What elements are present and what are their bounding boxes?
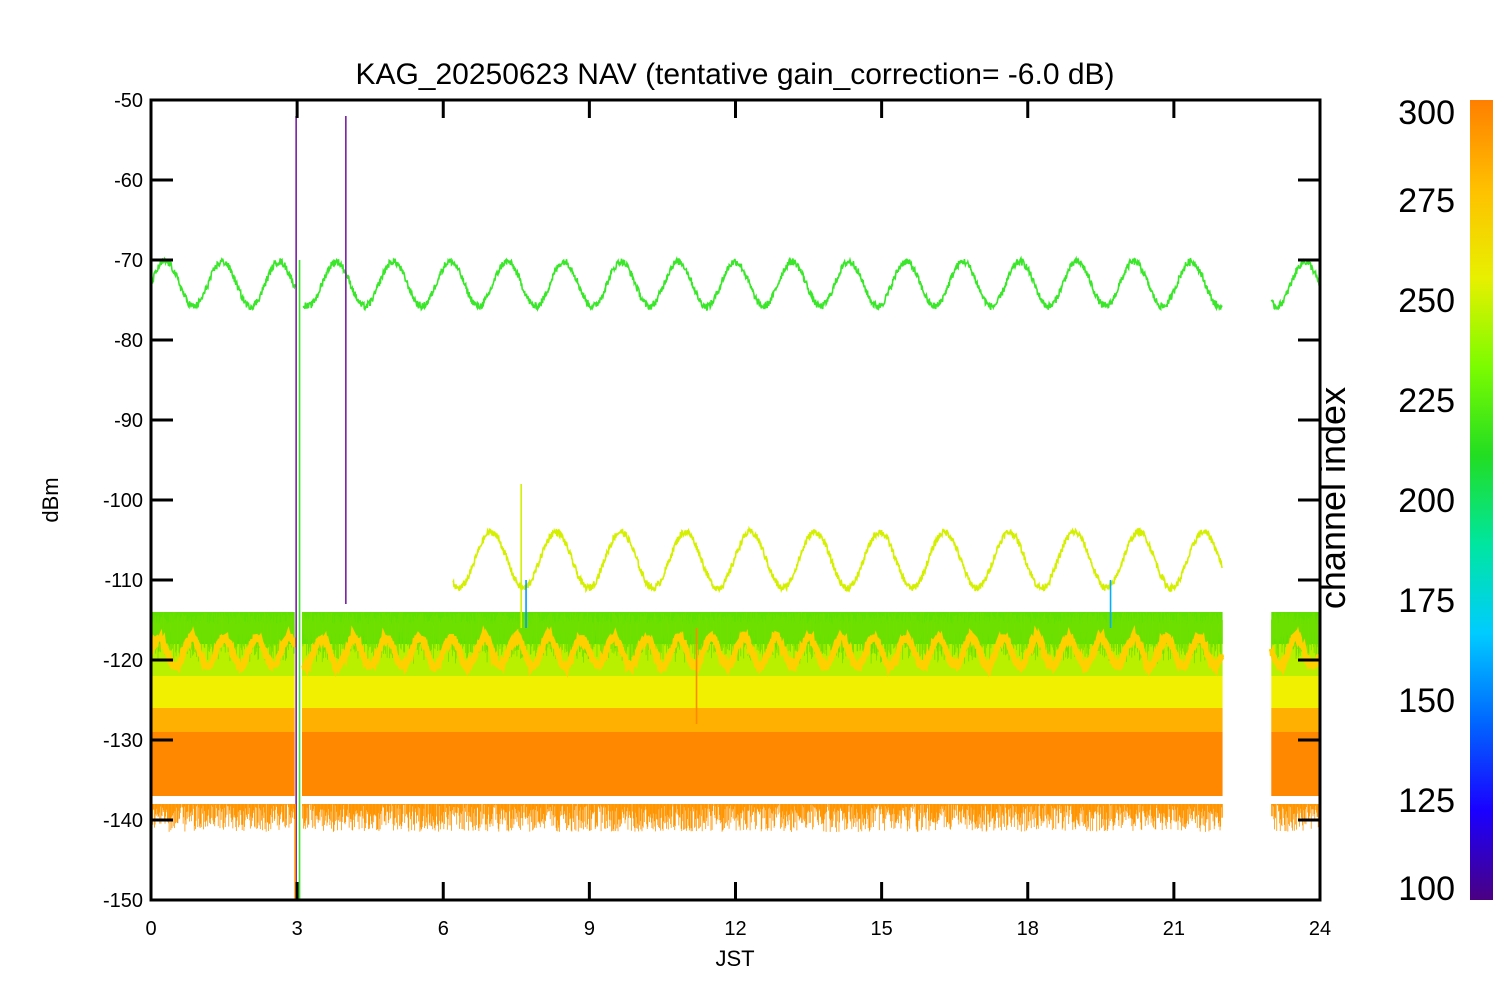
- y-tick-label: -90: [114, 410, 143, 432]
- y-tick-label: -60: [114, 170, 143, 192]
- y-tick-label: -70: [114, 250, 143, 272]
- y-tick-label: -100: [103, 490, 143, 512]
- x-tick-label: 18: [1017, 918, 1039, 940]
- y-tick-label: -80: [114, 330, 143, 352]
- noise-band-segment: [1271, 732, 1320, 796]
- x-tick-label: 24: [1309, 918, 1331, 940]
- x-tick-label: 21: [1163, 918, 1185, 940]
- colorbar-tick-label: 200: [1398, 482, 1455, 520]
- y-tick-label: -120: [103, 650, 143, 672]
- x-tick-label: 3: [292, 918, 303, 940]
- colorbar-tick-label: 175: [1398, 582, 1455, 620]
- y-axis-label: dBm: [38, 477, 63, 522]
- x-tick-label: 6: [438, 918, 449, 940]
- noise-band-segment: [1271, 708, 1320, 732]
- colorbar-ticks: 300 275 250 225 200 175 150 125 100: [1398, 94, 1455, 908]
- y-tick-label: -110: [104, 570, 143, 592]
- colorbar-bar: [1470, 100, 1493, 900]
- noise-band-segment: [301, 732, 1223, 796]
- noise-layer-2: [151, 676, 1320, 708]
- x-axis: 0 3 6 9 12 15 18 21 24: [145, 100, 1331, 940]
- colorbar-tick-label: 300: [1398, 94, 1455, 132]
- series-line-0: [151, 256, 296, 311]
- plot-area: [151, 116, 1320, 900]
- series-line-0: [1270, 258, 1320, 311]
- y-tick-label: -130: [103, 730, 143, 752]
- series-line-1: [452, 525, 1223, 594]
- noise-band-segment: [151, 708, 295, 732]
- colorbar-tick-label: 250: [1398, 282, 1455, 320]
- colorbar-label: channel index: [1312, 387, 1353, 609]
- noise-band-segment: [301, 708, 1223, 732]
- noise-band-segment: [301, 676, 1223, 708]
- noise-layer-3: [151, 708, 1320, 732]
- noise-band-segment: [1271, 676, 1320, 708]
- y-axis: -50 -60 -70 -80 -90 -100 -110 -120 -130 -140 -150: [103, 90, 1320, 912]
- x-tick-label: 0: [145, 918, 156, 940]
- noise-texture: [151, 612, 1320, 832]
- x-tick-label: 12: [724, 918, 746, 940]
- colorbar-tick-label: 100: [1398, 870, 1455, 908]
- y-tick-label: -50: [114, 90, 143, 112]
- x-axis-label: JST: [715, 946, 754, 971]
- series-line-0: [302, 255, 1223, 312]
- colorbar-tick-label: 125: [1398, 782, 1455, 820]
- series-line-2: [1268, 626, 1320, 677]
- noise-layer-4: [151, 732, 1320, 796]
- chart-title: KAG_20250623 NAV (tentative gain_correct…: [355, 58, 1114, 91]
- colorbar-tick-label: 150: [1398, 682, 1455, 720]
- noise-band-segment: [151, 676, 295, 708]
- noise-band-segment: [151, 732, 295, 796]
- colorbar: [1470, 100, 1493, 900]
- colorbar-tick-label: 275: [1398, 182, 1455, 220]
- y-tick-label: -150: [103, 890, 143, 912]
- series-line-2: [301, 624, 1225, 678]
- y-tick-label: -140: [103, 810, 143, 832]
- series-line-2: [151, 626, 297, 674]
- colorbar-tick-label: 225: [1398, 382, 1455, 420]
- x-tick-label: 15: [871, 918, 893, 940]
- x-tick-label: 9: [584, 918, 595, 940]
